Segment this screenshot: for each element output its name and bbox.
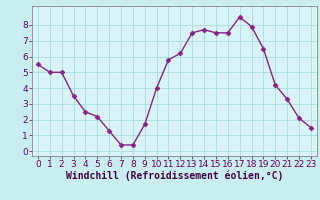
X-axis label: Windchill (Refroidissement éolien,°C): Windchill (Refroidissement éolien,°C) <box>66 171 283 181</box>
